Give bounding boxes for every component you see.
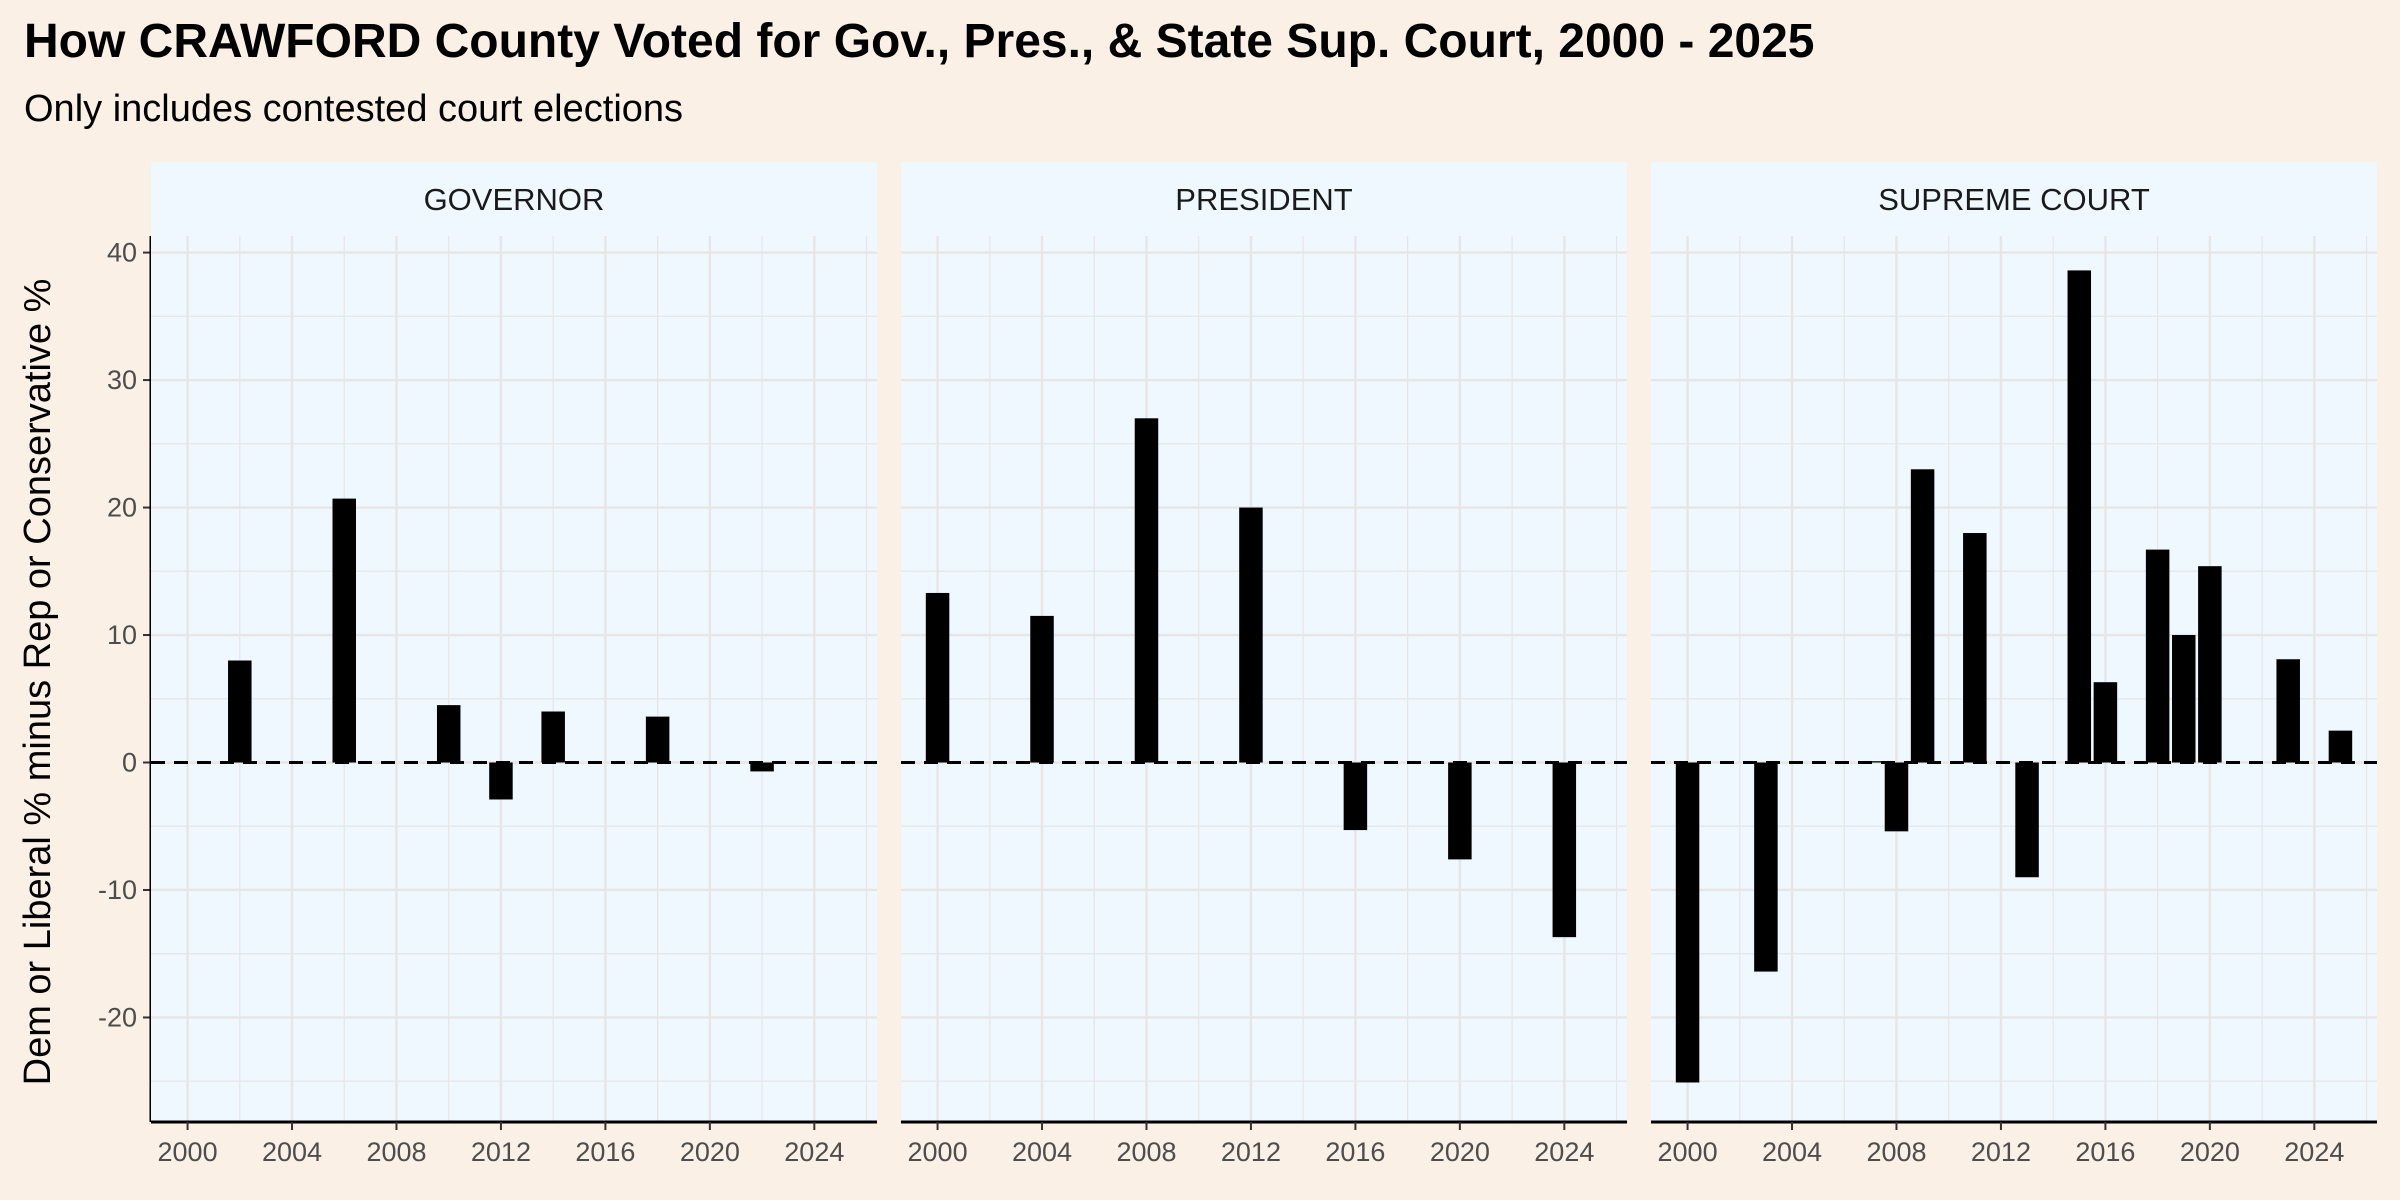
bar — [1552, 762, 1577, 938]
bar — [1910, 469, 1935, 763]
bar — [1239, 507, 1263, 763]
bar — [2015, 762, 2039, 878]
bar — [2276, 659, 2300, 763]
x-tick-label: 2008 — [1116, 1137, 1176, 1167]
bar — [645, 716, 670, 763]
facet-strip-label: GOVERNOR — [424, 182, 605, 217]
facet-panel: PRESIDENT 2000 2004 2008 2012 2016 2020 2024 — [901, 162, 1627, 1167]
x-tick-label: 2008 — [366, 1137, 426, 1167]
x-tick-label: 2024 — [784, 1137, 844, 1167]
bar — [1884, 762, 1909, 832]
x-tick-label: 2024 — [1534, 1137, 1594, 1167]
x-tick-label: 2000 — [908, 1137, 968, 1167]
x-tick-label: 2016 — [1325, 1137, 1385, 1167]
chart-title: How CRAWFORD County Voted for Gov., Pres… — [24, 15, 1815, 68]
facet-panel: SUPREME COURT 2000 2004 2008 2012 2016 2020 202… — [1651, 162, 2377, 1167]
bar — [750, 762, 774, 772]
x-tick-label: 2012 — [1221, 1137, 1281, 1167]
bar — [1343, 762, 1368, 831]
y-tick-label: 20 — [107, 493, 137, 523]
y-tick-label: -10 — [98, 875, 137, 905]
bar — [1448, 762, 1472, 860]
bar — [1754, 762, 1778, 972]
x-tick-label: 2016 — [2075, 1137, 2135, 1167]
x-tick-label: 2020 — [1430, 1137, 1490, 1167]
bar — [2145, 549, 2170, 763]
panel-background — [1651, 236, 2377, 1122]
bar — [1030, 615, 1054, 763]
y-tick-label: 30 — [107, 365, 137, 395]
x-tick-label: 2000 — [1658, 1137, 1718, 1167]
facet-strip-label: SUPREME COURT — [1878, 182, 2150, 217]
bar — [1675, 762, 1700, 1083]
bar — [436, 705, 461, 763]
bar — [1963, 533, 1987, 763]
panel-background — [901, 236, 1627, 1122]
chart-subtitle: Only includes contested court elections — [24, 88, 684, 130]
bar — [2198, 566, 2222, 763]
y-axis-title: Dem or Liberal % minus Rep or Conservati… — [17, 279, 59, 1086]
bar — [541, 711, 565, 763]
facet-strip — [901, 162, 1627, 236]
x-tick-label: 2012 — [471, 1137, 531, 1167]
bar — [1134, 418, 1159, 763]
x-tick-label: 2004 — [1012, 1137, 1072, 1167]
y-tick-label: 0 — [122, 748, 137, 778]
y-tick-label: 10 — [107, 620, 137, 650]
bar — [2067, 270, 2092, 763]
x-tick-label: 2004 — [1762, 1137, 1822, 1167]
panel-background — [151, 236, 877, 1122]
y-axis: -20 -10 0 10 20 30 40 — [98, 236, 153, 1122]
facet-strip — [151, 162, 877, 236]
bar — [2328, 730, 2353, 763]
bar — [228, 660, 252, 763]
y-axis-title-group: Dem or Liberal % minus Rep or Conservati… — [17, 279, 59, 1086]
x-tick-label: 2020 — [2180, 1137, 2240, 1167]
x-tick-label: 2012 — [1971, 1137, 2031, 1167]
x-tick-label: 2020 — [680, 1137, 740, 1167]
bar — [489, 762, 513, 800]
y-tick-label: 40 — [107, 238, 137, 268]
facet-panel: GOVERNOR 2000 2004 2008 2012 2016 2020 2024 — [151, 162, 877, 1167]
facet-strip-label: PRESIDENT — [1175, 182, 1352, 217]
y-tick-label: -20 — [98, 1002, 137, 1032]
x-tick-label: 2000 — [158, 1137, 218, 1167]
x-tick-label: 2004 — [262, 1137, 322, 1167]
bar — [332, 498, 357, 763]
x-tick-label: 2016 — [575, 1137, 635, 1167]
bar — [925, 592, 950, 763]
bar — [2171, 635, 2196, 763]
bar — [2093, 682, 2118, 763]
x-tick-label: 2024 — [2284, 1137, 2344, 1167]
x-tick-label: 2008 — [1866, 1137, 1926, 1167]
facet-strip — [1651, 162, 2377, 236]
